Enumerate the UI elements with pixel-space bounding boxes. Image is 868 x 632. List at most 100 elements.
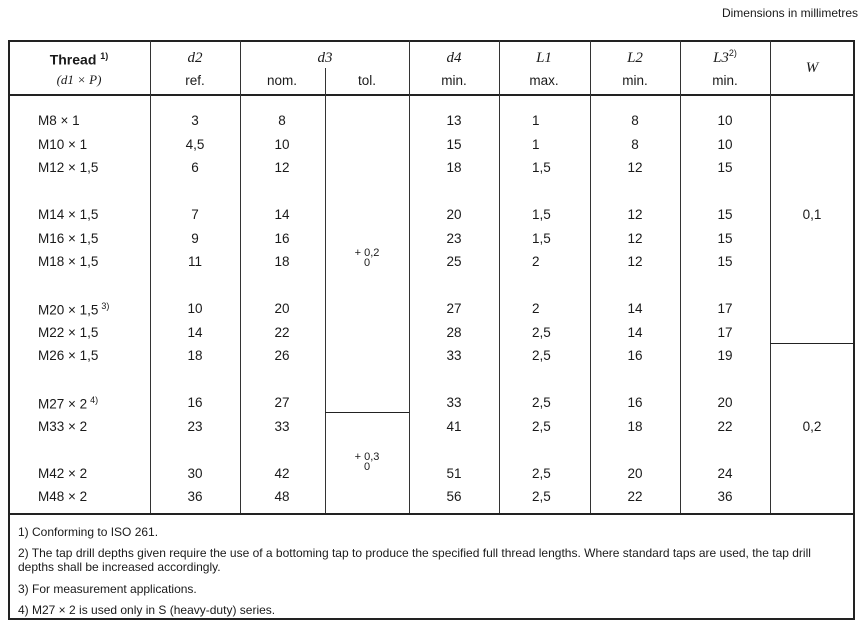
cell-l2: 20 bbox=[627, 465, 643, 481]
tol-lower: 0 bbox=[363, 461, 371, 473]
header-l1: L1 bbox=[536, 50, 552, 66]
thread-label: M16 × 1,5 bbox=[38, 230, 99, 246]
cell-l1: 2 bbox=[532, 301, 540, 316]
cell-l3: 10 bbox=[717, 136, 733, 152]
cell-d4: 25 bbox=[446, 254, 462, 269]
cell-d3-nom: 22 bbox=[274, 324, 290, 340]
cell-l3: 15 bbox=[717, 230, 733, 246]
cell-d3-nom: 12 bbox=[274, 160, 290, 175]
cell-d2: 36 bbox=[187, 489, 203, 504]
cell-d4: 23 bbox=[446, 230, 462, 246]
cell-l2: 8 bbox=[631, 113, 639, 128]
cell-thread: M14 × 1,5 bbox=[38, 207, 98, 222]
cell-d3-nom: 33 bbox=[274, 418, 290, 434]
cell-thread: M33 × 2 bbox=[38, 419, 87, 434]
header-thread: Thread 1) bbox=[50, 51, 109, 68]
header-l3-sub: min. bbox=[712, 73, 738, 88]
cell-l1: 1,5 bbox=[532, 207, 551, 222]
thread-label: M8 × 1 bbox=[38, 113, 80, 128]
header-d4: d4 bbox=[446, 50, 462, 66]
cell-thread: M42 × 2 bbox=[38, 466, 87, 481]
thread-label: M27 × 2 bbox=[38, 396, 88, 412]
cell-l1: 2,5 bbox=[532, 395, 551, 410]
thread-label: M48 × 2 bbox=[38, 489, 88, 504]
cell-d3-nom: 8 bbox=[278, 113, 286, 128]
cell-d2: 9 bbox=[191, 230, 199, 246]
cell-d2: 6 bbox=[191, 160, 199, 175]
cell-d3-nom: 48 bbox=[274, 489, 290, 504]
thread-label: M14 × 1,5 bbox=[38, 207, 99, 222]
cell-l2: 12 bbox=[627, 160, 643, 175]
cell-l3: 15 bbox=[717, 254, 733, 269]
cell-d2: 16 bbox=[187, 395, 203, 410]
table-frame bbox=[8, 40, 855, 620]
tol-upper: + 0,3 bbox=[354, 451, 380, 463]
w-value-2: 0,2 bbox=[802, 419, 822, 434]
footnote-4: 4) M27 × 2 is used only in S (heavy-duty… bbox=[18, 603, 276, 617]
cell-thread: M18 × 1,5 bbox=[38, 254, 98, 269]
cell-l3: 19 bbox=[717, 348, 733, 363]
footnote-ref: 1) bbox=[100, 51, 109, 61]
cell-l2: 14 bbox=[627, 301, 643, 316]
header-d3-tol: tol. bbox=[357, 73, 377, 88]
cell-d3-nom: 10 bbox=[274, 136, 290, 152]
cell-l1: 2 bbox=[532, 254, 540, 269]
tol-divider bbox=[325, 412, 409, 413]
header-divider bbox=[8, 94, 855, 96]
cell-thread: M22 × 1,5 bbox=[38, 325, 98, 340]
thread-label: M10 × 1 bbox=[38, 136, 88, 152]
footnote-divider bbox=[8, 513, 855, 515]
cell-d4: 27 bbox=[446, 301, 462, 316]
cell-d4: 41 bbox=[446, 418, 462, 434]
thread-label: M26 × 1,5 bbox=[38, 348, 99, 363]
cell-d2: 3 bbox=[191, 113, 199, 128]
thread-label: M20 × 1,5 bbox=[38, 302, 99, 318]
col-divider bbox=[409, 40, 410, 513]
cell-l3: 10 bbox=[717, 113, 733, 128]
col-divider bbox=[150, 40, 151, 513]
cell-d4: 33 bbox=[446, 395, 462, 410]
footnote-1: 1) Conforming to ISO 261. bbox=[18, 525, 159, 539]
header-d3: d3 bbox=[317, 50, 333, 66]
cell-thread: M26 × 1,5 bbox=[38, 348, 98, 363]
cell-l1: 1,5 bbox=[532, 160, 551, 175]
header-d2-sub: ref. bbox=[185, 73, 205, 88]
cell-l3: 15 bbox=[717, 207, 733, 222]
cell-l2: 12 bbox=[627, 207, 643, 222]
w-value-1: 0,1 bbox=[802, 207, 822, 222]
header-d4-sub: min. bbox=[441, 73, 467, 88]
cell-d4: 51 bbox=[446, 465, 462, 481]
header-l1-sub: max. bbox=[529, 73, 559, 88]
cell-l3: 22 bbox=[717, 418, 733, 434]
cell-d4: 56 bbox=[446, 489, 462, 504]
tol-lower: 0 bbox=[363, 257, 371, 269]
cell-l3: 36 bbox=[717, 489, 733, 504]
footnote-2: 2) The tap drill depths given require th… bbox=[18, 546, 811, 574]
thread-label: M33 × 2 bbox=[38, 418, 88, 434]
cell-l3: 24 bbox=[717, 465, 733, 481]
col-divider bbox=[680, 40, 681, 513]
tolerance-1: + 0,2 0 bbox=[355, 248, 380, 269]
cell-l2: 16 bbox=[627, 395, 643, 410]
cell-l2: 14 bbox=[627, 324, 643, 340]
cell-l1: 2,5 bbox=[532, 348, 551, 363]
cell-d3-nom: 18 bbox=[274, 254, 290, 269]
cell-d4: 33 bbox=[446, 348, 462, 363]
thread-label: M18 × 1,5 bbox=[38, 254, 99, 269]
thread-label: M12 × 1,5 bbox=[38, 160, 99, 175]
cell-l1: 2,5 bbox=[532, 418, 551, 434]
cell-l1: 1 bbox=[532, 136, 540, 152]
header-l2: L2 bbox=[627, 50, 643, 66]
header-l3-label: L3 bbox=[713, 50, 729, 66]
cell-d3-nom: 16 bbox=[274, 230, 290, 246]
w-divider bbox=[770, 343, 855, 344]
cell-d3-nom: 42 bbox=[274, 465, 290, 481]
cell-d2: 10 bbox=[187, 301, 203, 316]
cell-thread: M10 × 1 bbox=[38, 137, 87, 152]
header-thread-sub: (d1 × P) bbox=[56, 72, 102, 87]
cell-l2: 8 bbox=[631, 136, 639, 152]
cell-thread: M20 × 1,5 3) bbox=[38, 301, 109, 318]
cell-d2: 7 bbox=[191, 207, 199, 222]
cell-d2: 4,5 bbox=[185, 136, 205, 152]
cell-d4: 28 bbox=[446, 324, 462, 340]
